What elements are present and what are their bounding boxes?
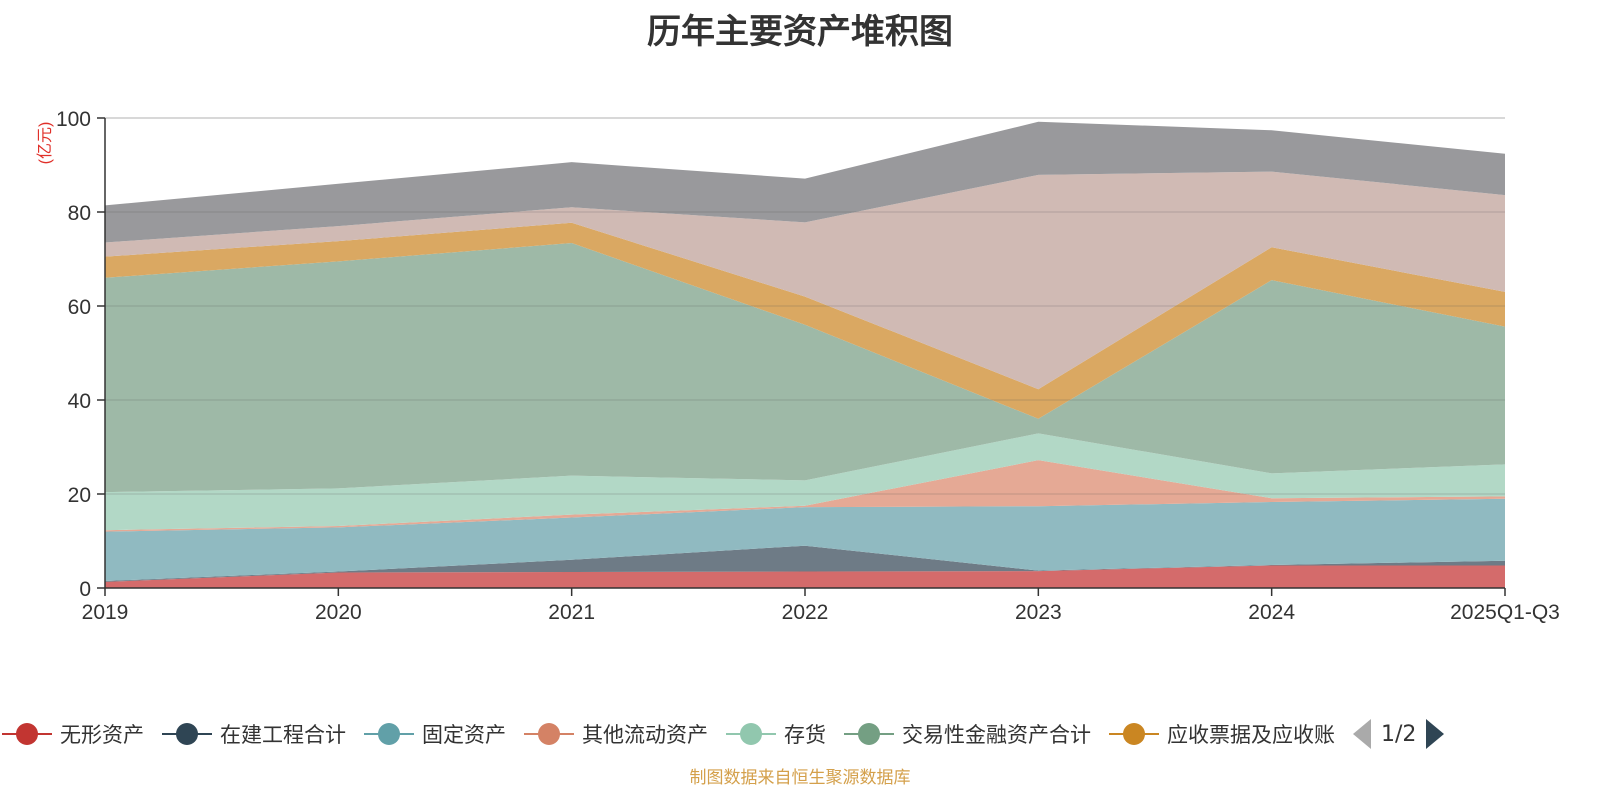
- area-series-8: [105, 121, 1505, 243]
- legend-item-fixed-assets[interactable]: 固定资产: [364, 719, 506, 749]
- y-tick-label: 20: [68, 484, 91, 507]
- y-tick-label: 80: [68, 202, 91, 225]
- legend-item-other-current-assets[interactable]: 其他流动资产: [524, 719, 708, 749]
- legend-page-indicator: 1/2: [1381, 721, 1417, 747]
- legend-item-notes-and-accounts-receivable[interactable]: 应收票据及应收账: [1109, 719, 1335, 749]
- y-tick-label: 0: [79, 578, 91, 601]
- legend-label: 存货: [784, 723, 826, 747]
- legend-label: 固定资产: [422, 723, 506, 747]
- legend-item-intangible-assets[interactable]: 无形资产: [2, 719, 144, 749]
- legend-marker-icon: [524, 721, 574, 747]
- data-source-footer: 制图数据来自恒生聚源数据库: [689, 768, 911, 788]
- legend-marker-icon: [726, 721, 776, 747]
- x-tick-label: 2023: [1015, 601, 1062, 624]
- x-tick-label: 2025Q1-Q3: [1450, 601, 1560, 624]
- legend-label: 其他流动资产: [582, 723, 708, 747]
- y-tick-label: 100: [56, 108, 91, 131]
- legend-item-construction-in-progress[interactable]: 在建工程合计: [162, 719, 346, 749]
- area-series-3: [105, 460, 1505, 532]
- y-axis-unit-label: (亿元): [36, 122, 54, 165]
- legend-label: 交易性金融资产合计: [902, 723, 1091, 747]
- area-series-4: [105, 433, 1505, 531]
- x-tick-label: 2024: [1248, 601, 1295, 624]
- legend-marker-icon: [2, 721, 52, 747]
- legend: 无形资产 在建工程合计 固定资产 其他流动资产 存货 交易性金融资产合计 应: [0, 712, 1600, 756]
- stacked-area-chart: 0 20 40 60 80 100 2019 2020 2021 2022 2023 2024 2025…: [36, 108, 1560, 624]
- area-series-0: [105, 565, 1505, 588]
- area-series-5: [105, 243, 1505, 493]
- x-tick-label: 2022: [782, 601, 829, 624]
- x-tick-label: 2021: [548, 601, 595, 624]
- legend-prev-icon[interactable]: [1353, 719, 1371, 749]
- legend-marker-icon: [364, 721, 414, 747]
- x-tick-label: 2020: [315, 601, 362, 624]
- legend-item-inventory[interactable]: 存货: [726, 719, 826, 749]
- legend-marker-icon: [1109, 721, 1159, 747]
- legend-marker-icon: [844, 721, 894, 747]
- area-series-6: [105, 222, 1505, 419]
- chart-title: 历年主要资产堆积图: [647, 12, 953, 52]
- legend-label: 应收票据及应收账: [1167, 723, 1335, 747]
- area-series-1: [105, 545, 1505, 582]
- area-series-7: [105, 171, 1505, 390]
- legend-marker-icon: [162, 721, 212, 747]
- legend-pager: 1/2: [1353, 719, 1445, 749]
- y-tick-label: 60: [68, 296, 91, 319]
- x-tick-label: 2019: [82, 601, 129, 624]
- area-series-2: [105, 498, 1505, 581]
- legend-label: 无形资产: [60, 723, 144, 747]
- legend-item-trading-financial-assets[interactable]: 交易性金融资产合计: [844, 719, 1091, 749]
- legend-label: 在建工程合计: [220, 723, 346, 747]
- y-tick-label: 40: [68, 390, 91, 413]
- legend-next-icon[interactable]: [1426, 719, 1445, 749]
